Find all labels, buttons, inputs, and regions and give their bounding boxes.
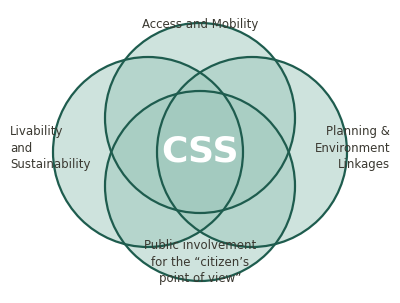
Text: Public involvement
for the “citizen’s
point of view”: Public involvement for the “citizen’s po…: [144, 239, 256, 285]
Ellipse shape: [105, 91, 295, 281]
Ellipse shape: [105, 23, 295, 213]
Text: Planning &
Environment
Linkages: Planning & Environment Linkages: [314, 125, 390, 171]
Ellipse shape: [157, 57, 347, 247]
Text: Access and Mobility: Access and Mobility: [142, 18, 258, 31]
Text: Livability
and
Sustainability: Livability and Sustainability: [10, 125, 90, 171]
Ellipse shape: [53, 57, 243, 247]
Text: CSS: CSS: [161, 135, 239, 169]
